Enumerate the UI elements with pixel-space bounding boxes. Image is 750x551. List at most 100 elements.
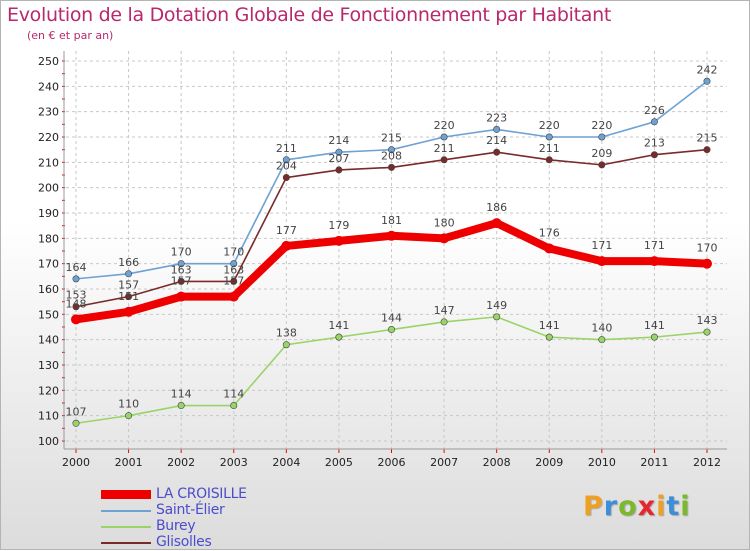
data-point <box>703 328 711 336</box>
data-label: 177 <box>276 224 297 237</box>
x-tick-label: 2008 <box>483 456 511 469</box>
data-label: 143 <box>697 314 718 327</box>
data-label: 151 <box>118 290 139 303</box>
y-tick-label: 250 <box>38 55 59 68</box>
data-label: 114 <box>171 388 192 401</box>
legend-item: Glisolles <box>101 534 361 551</box>
data-point <box>703 146 711 154</box>
data-label: 138 <box>276 327 297 340</box>
data-point <box>702 258 712 269</box>
data-point <box>598 161 606 169</box>
data-label: 181 <box>381 214 402 227</box>
data-label: 157 <box>223 275 244 288</box>
data-label: 211 <box>434 142 455 155</box>
data-point <box>72 303 80 311</box>
chart-title: Evolution de la Dotation Globale de Fonc… <box>7 4 612 26</box>
data-point <box>544 243 555 254</box>
data-label: 208 <box>381 149 402 162</box>
data-label: 149 <box>486 299 507 312</box>
x-tick-label: 2001 <box>115 456 143 469</box>
data-label: 186 <box>486 201 507 214</box>
data-point <box>123 306 134 317</box>
legend-item: LA CROISILLE <box>101 486 361 503</box>
data-label: 144 <box>381 312 402 325</box>
data-point <box>72 419 80 427</box>
data-label: 141 <box>539 319 560 332</box>
data-label: 141 <box>644 319 665 332</box>
grid <box>66 51 727 449</box>
logo-letter: P <box>583 491 604 522</box>
data-label: 114 <box>223 388 244 401</box>
data-point <box>177 402 185 410</box>
data-point <box>335 333 343 341</box>
data-label: 166 <box>118 256 139 269</box>
data-point <box>545 156 553 164</box>
data-label: 176 <box>539 226 560 239</box>
data-point <box>493 313 501 321</box>
legend-label: Burey <box>156 518 196 534</box>
y-tick-label: 110 <box>38 410 59 423</box>
data-point <box>493 125 501 133</box>
x-tick-label: 2005 <box>325 456 353 469</box>
data-point <box>545 133 553 141</box>
data-point <box>650 333 658 341</box>
logo-letter: t <box>666 491 681 522</box>
y-tick-label: 190 <box>38 207 59 220</box>
data-point <box>650 118 658 126</box>
y-tick-label: 100 <box>38 435 59 448</box>
data-point <box>440 156 448 164</box>
data-label: 226 <box>644 104 665 117</box>
data-point <box>596 256 607 267</box>
data-point <box>650 151 658 159</box>
legend-swatch <box>101 526 151 528</box>
data-label: 170 <box>171 246 192 259</box>
data-label: 214 <box>486 134 507 147</box>
legend: LA CROISILLE Saint-Élier Burey Glisolles <box>101 486 361 551</box>
data-point <box>125 293 133 301</box>
data-point <box>230 260 238 268</box>
logo-letter: r <box>603 491 619 522</box>
data-label: 163 <box>223 263 244 276</box>
axes: 100 110 120 130 140 150 160 170 180 190 200 210 220 2… <box>38 51 727 469</box>
data-label: 170 <box>697 242 718 255</box>
data-label: 211 <box>539 142 560 155</box>
data-point <box>282 174 290 182</box>
data-label: 170 <box>223 246 244 259</box>
data-point <box>440 318 448 326</box>
y-tick-label: 220 <box>38 131 59 144</box>
data-point <box>387 146 395 154</box>
y-tick-label: 130 <box>38 359 59 372</box>
data-point <box>176 291 187 302</box>
y-tick-label: 240 <box>38 80 59 93</box>
legend-swatch <box>101 490 151 499</box>
y-tick-label: 200 <box>38 182 59 195</box>
data-point <box>649 256 660 267</box>
data-label: 171 <box>644 239 665 252</box>
data-point <box>228 291 239 302</box>
legend-item: Saint-Élier <box>101 502 361 519</box>
data-label: 157 <box>171 275 192 288</box>
y-tick-label: 120 <box>38 384 59 397</box>
data-point <box>71 314 81 325</box>
data-point <box>177 277 185 285</box>
y-tick-label: 210 <box>38 156 59 169</box>
data-label: 148 <box>66 297 87 310</box>
legend-label: Glisolles <box>156 534 212 550</box>
x-tick-label: 2007 <box>430 456 458 469</box>
data-label: 209 <box>591 147 612 160</box>
y-tick-label: 160 <box>38 283 59 296</box>
x-tick-label: 2004 <box>272 456 300 469</box>
data-label: 220 <box>539 119 560 132</box>
data-label: 207 <box>328 152 349 165</box>
data-point <box>493 148 501 156</box>
data-label: 164 <box>66 261 87 274</box>
data-label: 107 <box>66 405 87 418</box>
data-point <box>387 163 395 171</box>
x-tick-label: 2009 <box>535 456 563 469</box>
logo-letter: x <box>637 491 657 522</box>
data-point <box>491 218 502 229</box>
x-tick-label: 2002 <box>167 456 195 469</box>
data-label: 180 <box>434 216 455 229</box>
